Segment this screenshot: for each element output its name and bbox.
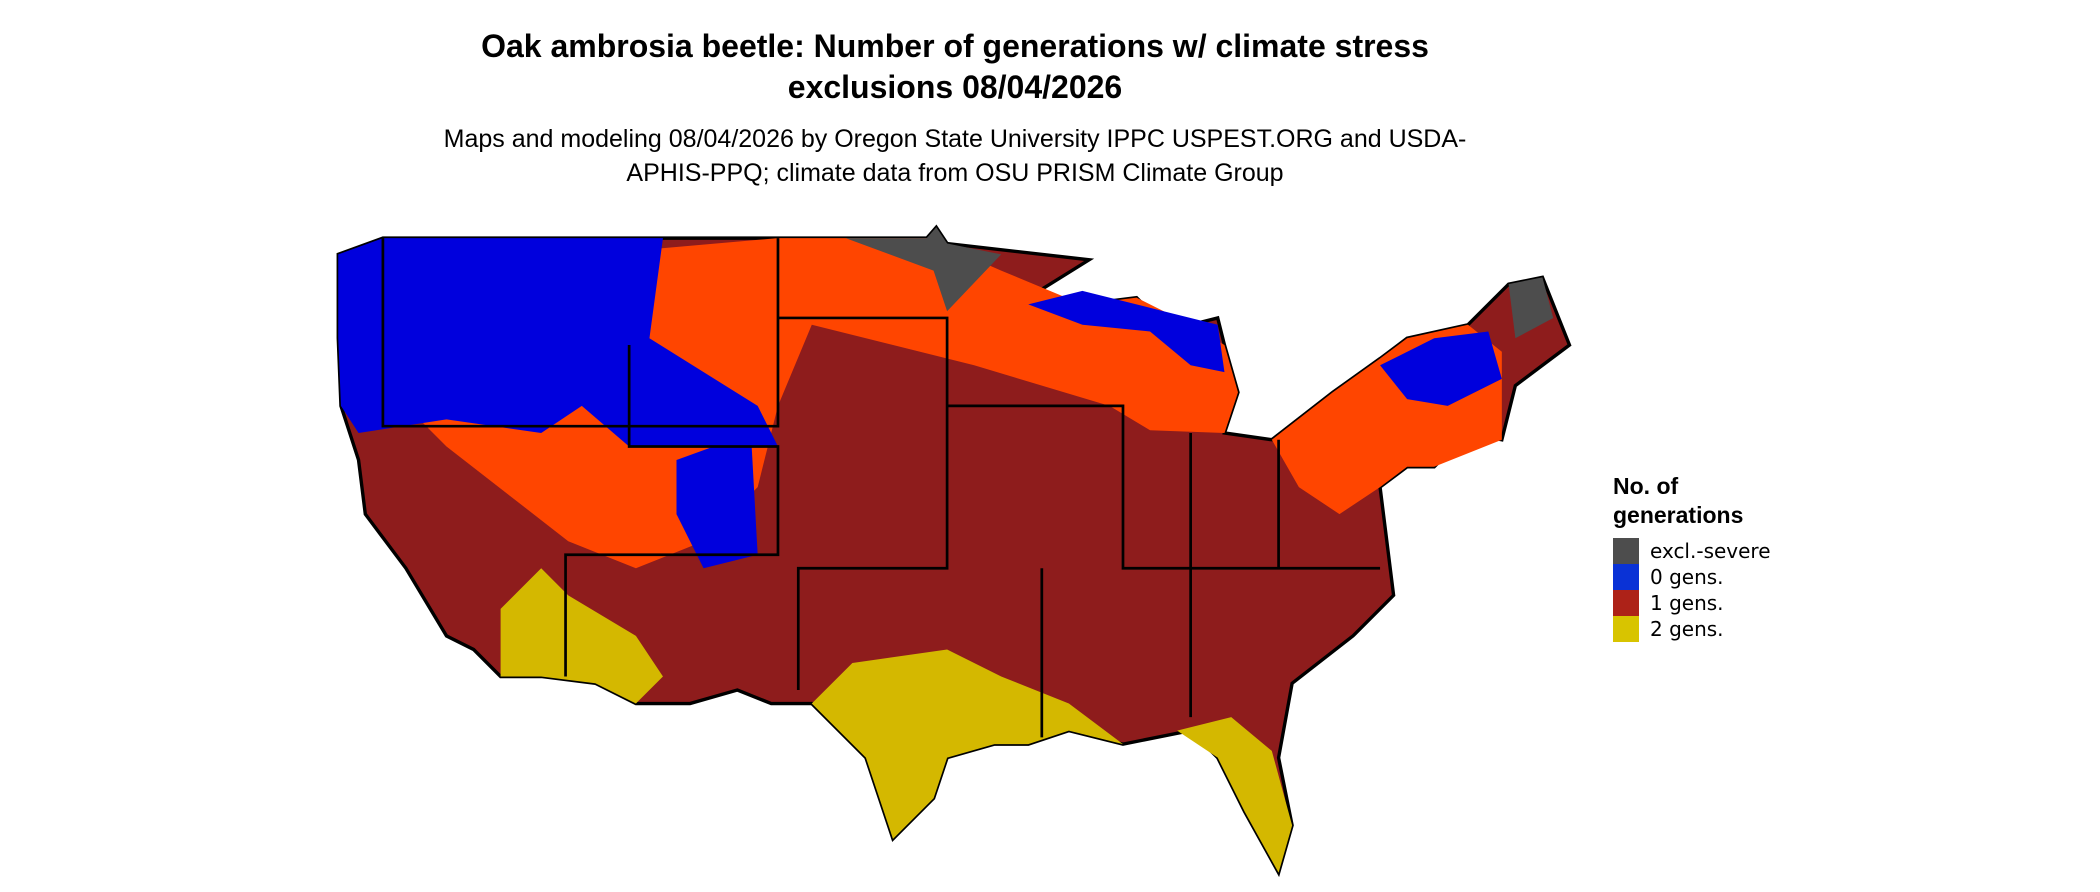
- region-blue-mi: [1028, 290, 1225, 373]
- region-yellow-tx: [811, 649, 1123, 839]
- map-title: Oak ambrosia beetle: Number of generatio…: [481, 28, 1429, 105]
- region-blue-sw: [676, 432, 758, 569]
- legend-label: 0 gens.: [1650, 565, 1724, 589]
- legend-swatch: [1613, 564, 1639, 590]
- legend-swatch: [1613, 616, 1639, 642]
- legend-label: excl.-severe: [1650, 539, 1771, 563]
- state-borders: [947, 404, 1381, 570]
- legend-title: No. of generations: [1613, 473, 1744, 528]
- region-yellow-az: [500, 568, 663, 704]
- legend-items: excl.-severe 0 gens. 1 gens. 2 gens.: [1613, 538, 1783, 642]
- legend-swatch: [1613, 538, 1639, 564]
- legend-item: 2 gens.: [1613, 616, 1783, 642]
- region-gray-me: [1508, 277, 1554, 339]
- legend-label: 1 gens.: [1650, 591, 1724, 615]
- legend-swatch: [1613, 590, 1639, 616]
- state-borders: [564, 345, 780, 677]
- region-blue: [338, 238, 778, 447]
- legend-label: 2 gens.: [1650, 617, 1724, 641]
- map-subtitle: Maps and modeling 08/04/2026 by Oregon S…: [443, 125, 1467, 187]
- region-gray-mn: [845, 227, 1002, 312]
- region-yellow-fl: [1177, 717, 1293, 873]
- legend: No. of generations excl.-severe 0 gens. 1 …: [1613, 472, 1783, 642]
- state-borders: [381, 238, 780, 428]
- state-borders: [777, 316, 949, 691]
- legend-item: 0 gens.: [1613, 564, 1783, 590]
- region-blue-ne: [1380, 331, 1502, 406]
- legend-item: excl.-severe: [1613, 538, 1783, 564]
- legend-item: 1 gens.: [1613, 590, 1783, 616]
